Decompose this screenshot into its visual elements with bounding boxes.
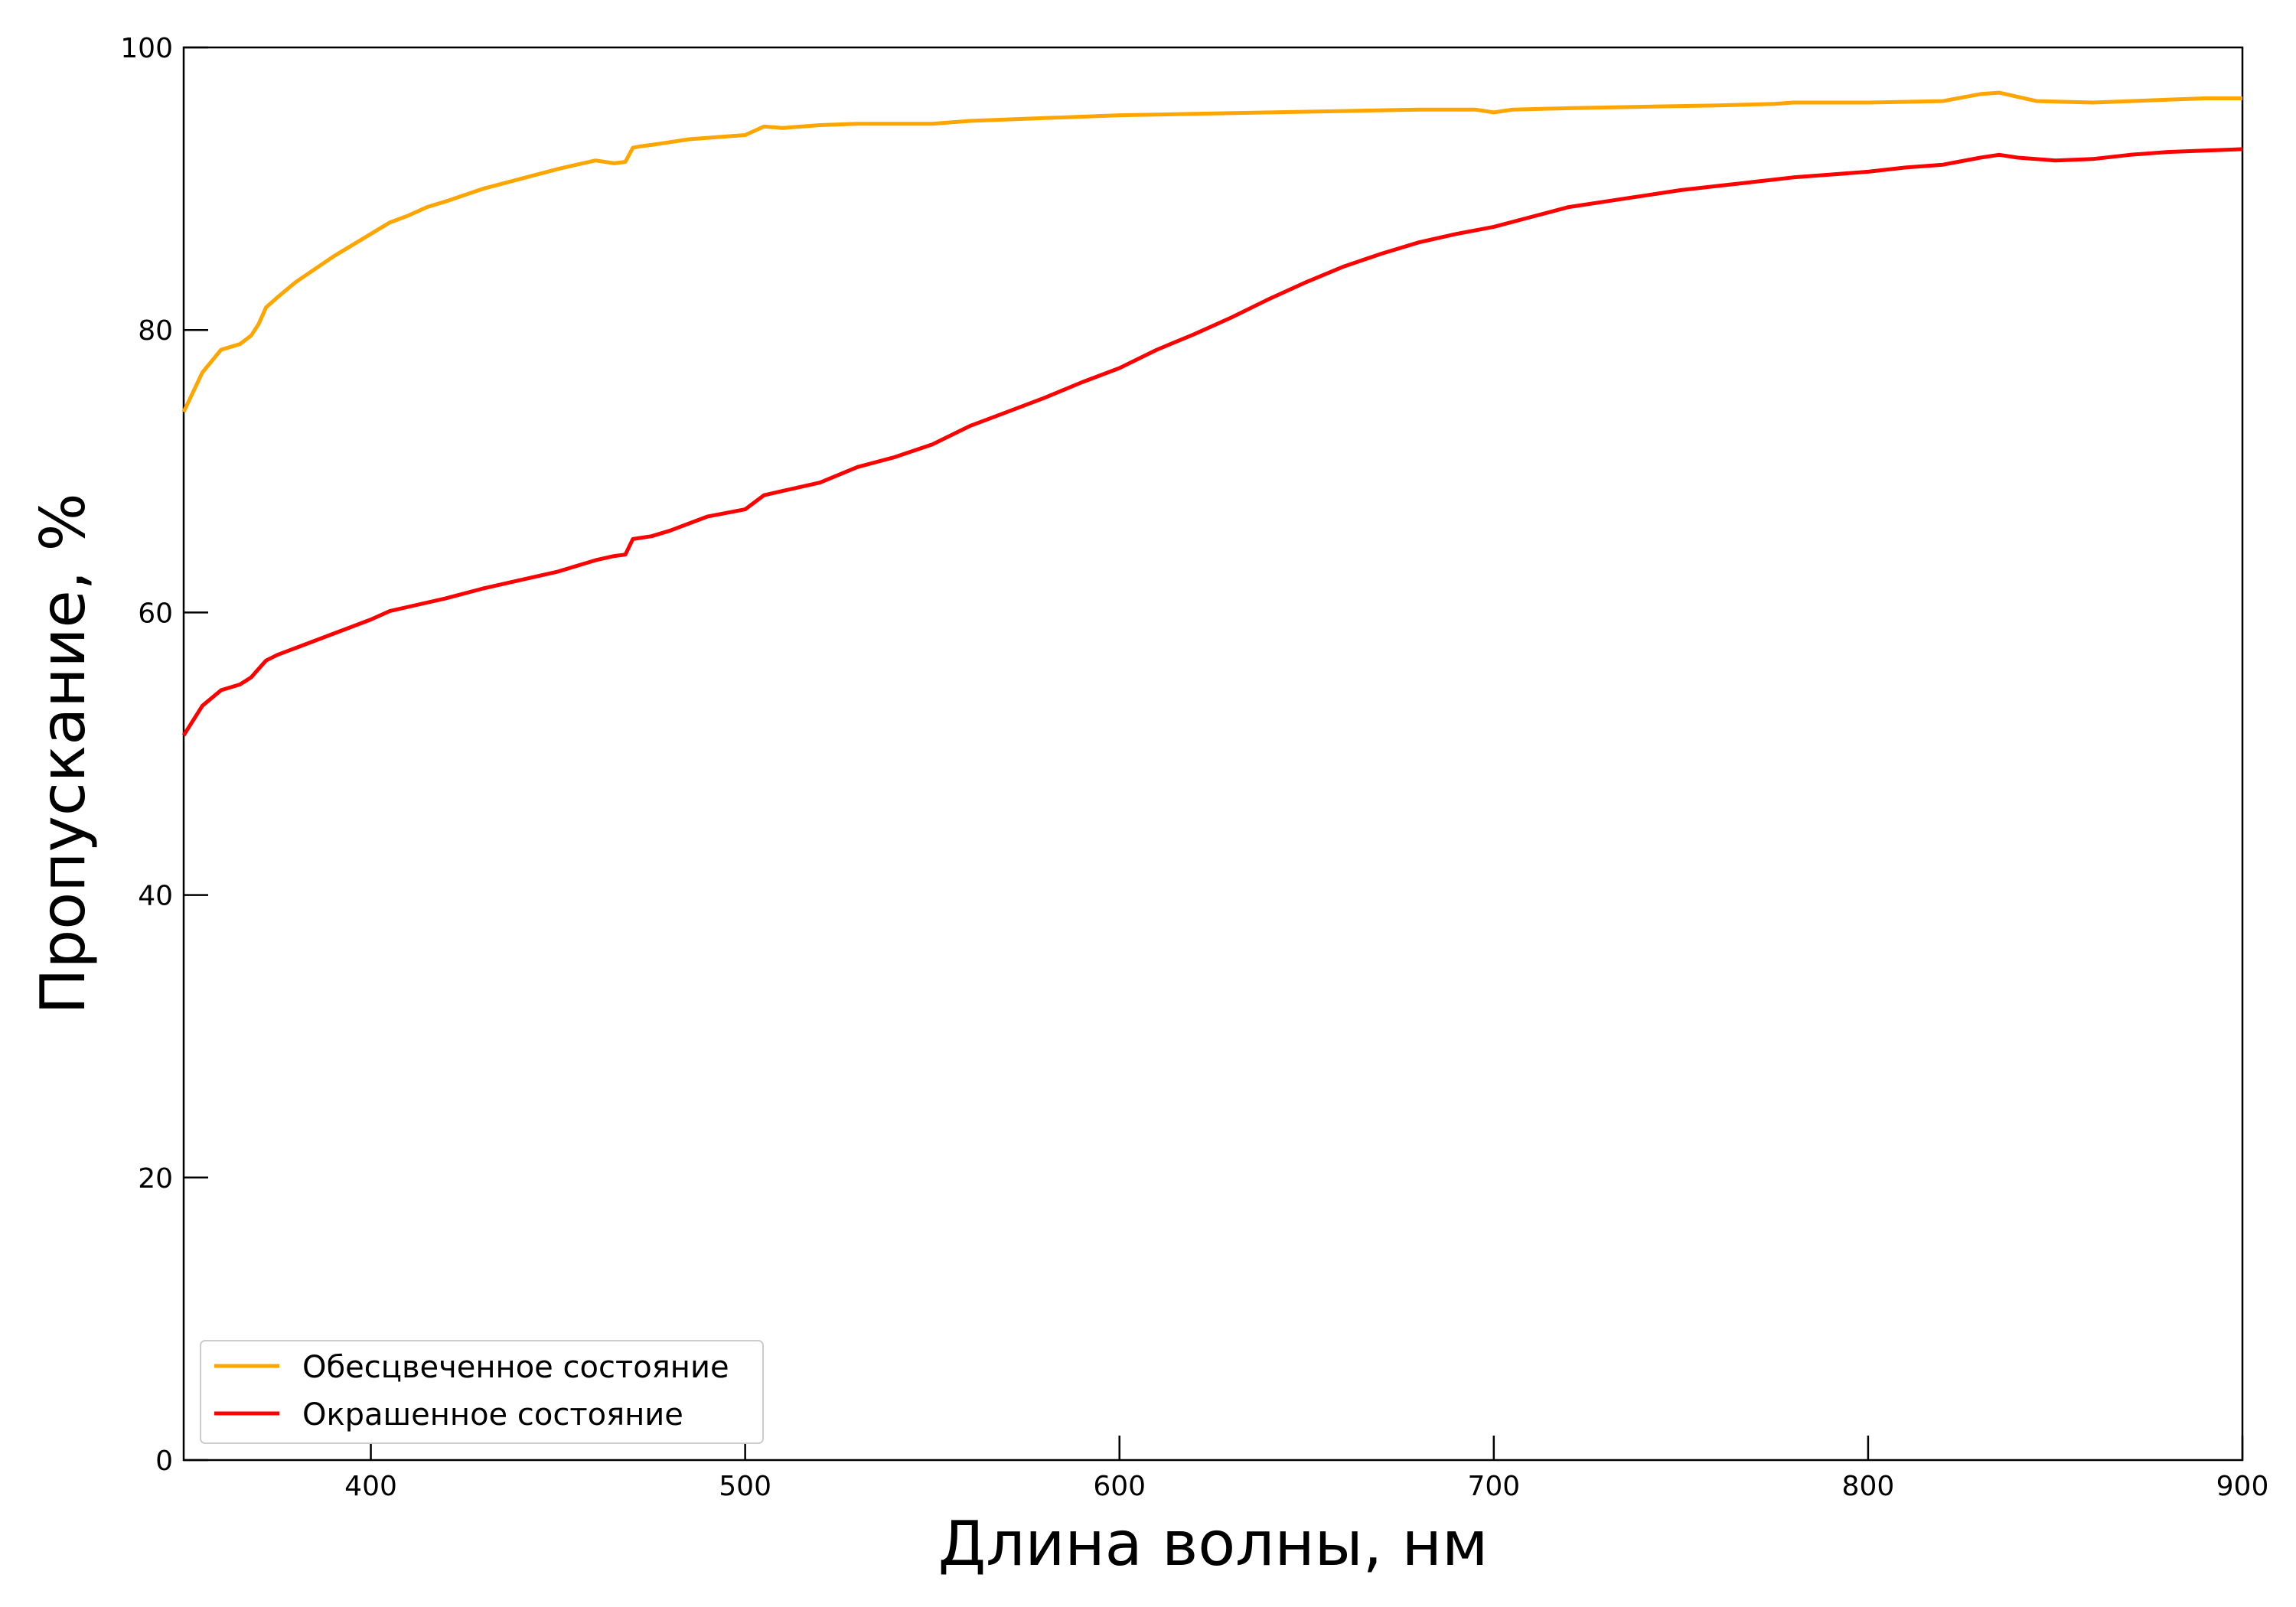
x-tick-label: 600	[1093, 1471, 1146, 1502]
y-tick-label: 80	[138, 315, 173, 347]
y-tick-label: 40	[138, 881, 173, 912]
legend-box	[200, 1340, 764, 1444]
y-tick-label: 60	[138, 598, 173, 629]
series-layer	[181, 90, 2243, 737]
legend-label-colored: Окрашенное состояние	[302, 1397, 683, 1433]
legend-label-bleached: Обесцвеченное состояние	[302, 1350, 729, 1385]
x-tick-label: 900	[2216, 1471, 2269, 1502]
y-tick-label: 100	[120, 33, 173, 64]
series-line-1	[181, 147, 2243, 737]
x-tick-label: 400	[344, 1471, 397, 1502]
x-tick-label: 700	[1467, 1471, 1520, 1502]
x-tick-label: 500	[719, 1471, 771, 1502]
y-axis-title: Пропускание, %	[28, 493, 99, 1014]
plot-area-frame	[182, 46, 2244, 1462]
x-axis-ticks: 400 500 600 700 800 900	[344, 1436, 2268, 1502]
y-tick-label: 20	[138, 1163, 173, 1195]
series-line-0	[181, 90, 2242, 413]
y-axis-ticks: 0 20 40 60 80 100	[120, 33, 208, 1477]
legend: Обесцвеченное состояние Окрашенное состо…	[200, 1340, 764, 1444]
x-tick-label: 800	[1842, 1471, 1895, 1502]
x-axis-title: Длина волны, нм	[938, 1508, 1489, 1579]
y-tick-label: 0	[155, 1446, 173, 1477]
